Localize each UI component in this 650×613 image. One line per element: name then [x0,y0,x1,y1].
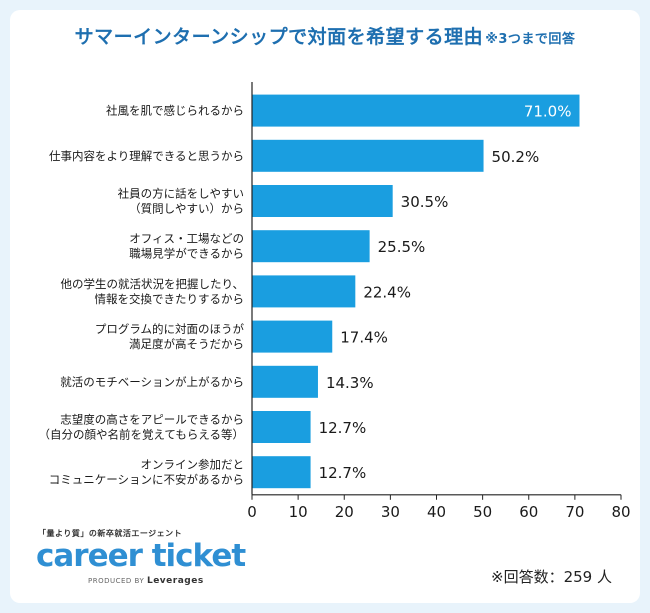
value-label: 14.3% [326,374,374,392]
bar [252,185,393,217]
produced-by-label: PRODUCED BY [88,577,145,585]
category-label: オフィス・工場などの職場見学ができるから [129,232,244,261]
brand-tagline: 「量より質」の新卒就活エージェント [38,529,183,538]
value-label: 12.7% [319,419,367,437]
category-label: 仕事内容をより理解できると思うから [49,149,244,163]
category-label: 社風を肌で感じられるから [106,104,244,118]
value-label: 25.5% [378,238,426,256]
x-tick-label: 30 [381,503,400,521]
bar [252,275,356,308]
career-ticket-logo: career ticket [36,538,246,574]
category-label: オンライン参加だとコミュニケーションに不安があるから [49,458,244,487]
value-label: 50.2% [492,148,540,166]
category-label: 社員の方に話をしやすい（質問しやすい）から [118,187,244,216]
category-label: 他の学生の就活状況を把握したり、情報を交換できたりするから [60,277,244,306]
produced-company: Leverages [146,576,204,586]
x-tick-label: 0 [247,503,257,521]
chart-title: サマーインターンシップで対面を希望する理由 ※3つまで回答 [0,22,650,49]
category-label: 就活のモチベーションが上がるから [60,375,244,389]
bar [252,411,311,443]
title-text: サマーインターンシップで対面を希望する理由 [74,26,484,48]
category-label: プログラム的に対面のほうが満足度が高そうだから [95,322,245,351]
x-tick-label: 60 [519,503,538,521]
bar [252,139,484,172]
x-tick-label: 10 [289,503,308,521]
value-label: 22.4% [363,283,411,301]
title-note: ※3つまで回答 [485,32,576,47]
produced-by: PRODUCED BY Leverages [88,576,204,586]
bar [252,456,311,489]
x-tick-label: 70 [565,503,584,521]
x-tick-label: 50 [473,503,492,521]
value-label: 17.4% [340,329,388,347]
x-tick-label: 80 [611,503,630,521]
bar [252,230,370,263]
bar [252,94,580,127]
bar [252,365,318,398]
bar [252,320,333,353]
value-label: 71.0% [524,103,572,121]
x-tick-label: 20 [335,503,354,521]
respondent-count: ※回答数：259 人 [491,568,612,586]
category-label: 志望度の高さをアピールできるから（自分の顔や名前を覚えてもらえる等） [38,413,244,442]
value-label: 12.7% [319,464,367,482]
x-tick-label: 40 [427,503,446,521]
value-label: 30.5% [401,193,449,211]
